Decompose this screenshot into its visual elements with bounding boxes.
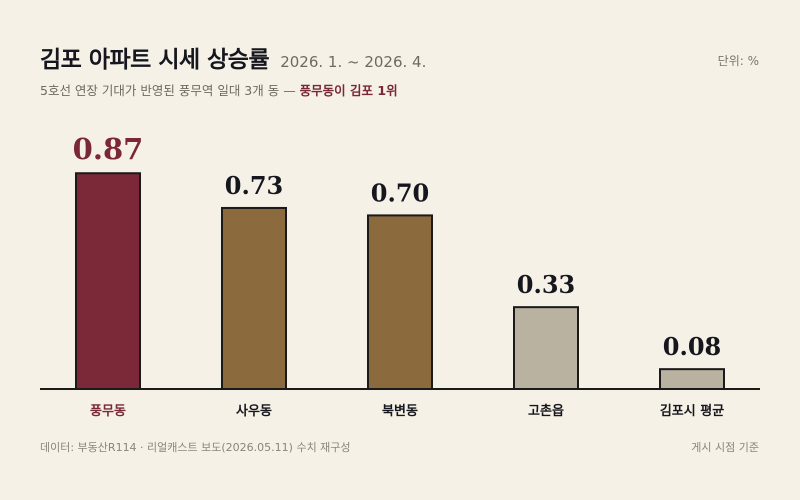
chart-period: 2026. 1. ~ 2026. 4. [280,53,427,71]
value-label-2: 0.70 [371,178,429,207]
bar-1 [221,206,287,390]
category-label-3: 고촌읍 [528,403,564,419]
bar-3 [513,306,579,390]
unit-label: 단위: % [717,54,759,68]
title-row: 김포 아파트 시세 상승률 2026. 1. ~ 2026. 4. [40,40,426,74]
value-label-4: 0.08 [663,332,721,361]
chart-subtitle: 5호선 연장 기대가 반영된 풍무역 일대 3개 동 — 풍무동이 김포 1위 [40,80,398,99]
value-label-3: 0.33 [517,270,575,299]
value-label-0: 0.87 [73,132,144,166]
category-label-0: 풍무동 [90,404,126,419]
bar-0 [75,172,141,390]
subtitle-main: 5호선 연장 기대가 반영된 풍무역 일대 3개 동 — [40,83,300,98]
value-label-1: 0.73 [225,171,283,200]
category-label-2: 북변동 [382,404,418,419]
chart-title: 김포 아파트 시세 상승률 [40,47,270,73]
category-label-4: 김포시 평균 [660,403,724,419]
bar-2 [367,214,433,390]
category-label-1: 사우동 [236,403,272,419]
publish-note: 게시 시점 기준 [691,441,759,454]
bar-4 [659,368,725,391]
subtitle-highlight: 풍무동이 김포 1위 [299,83,398,98]
source-note: 데이터: 부동산R114 · 리얼캐스트 보도(2026.05.11) 수치 재… [40,441,351,454]
